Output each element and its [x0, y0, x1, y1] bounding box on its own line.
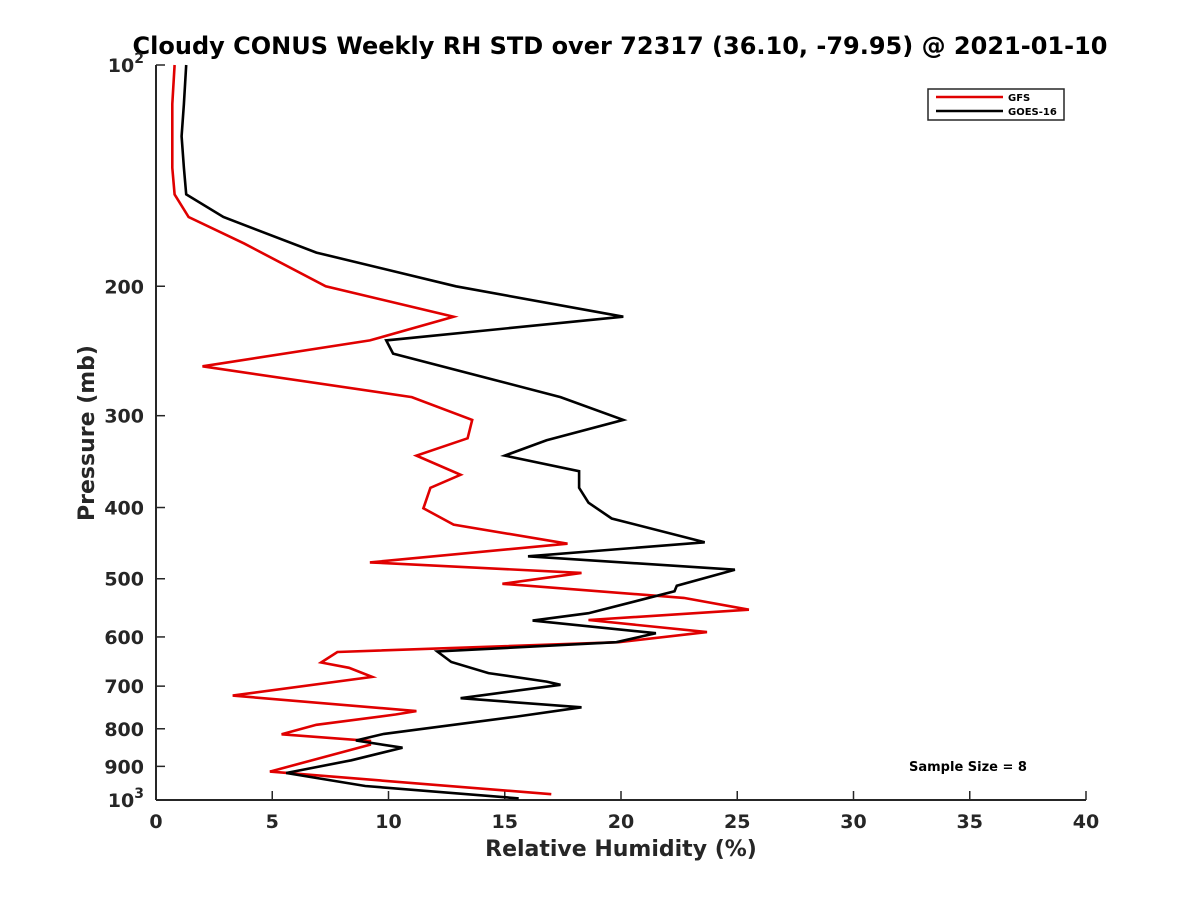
y-axis-label: Pressure (mb)	[75, 345, 100, 521]
series-line-gfs	[171, 64, 750, 796]
y-tick-label: 800	[104, 719, 144, 741]
y-tick-label: 300	[104, 406, 144, 428]
y-tick-base: 10	[108, 55, 134, 77]
plot-area	[155, 65, 1086, 801]
chart-title: Cloudy CONUS Weekly RH STD over 72317 (3…	[133, 32, 1108, 60]
y-tick-label: 200	[104, 276, 144, 298]
x-tick-label: 5	[266, 811, 279, 833]
y-tick-label: 400	[104, 498, 144, 520]
x-axis-ticks: 0 5 10 15 20 25 30 35 40	[149, 791, 1099, 833]
y-tick-label: 700	[104, 676, 144, 698]
y-tick-label: 102	[108, 51, 144, 77]
x-tick-label: 15	[492, 811, 518, 833]
y-tick-label: 900	[104, 756, 144, 778]
x-tick-label: 0	[149, 811, 162, 833]
x-tick-label: 35	[957, 811, 983, 833]
x-tick-label: 40	[1073, 811, 1099, 833]
y-tick-exponent: 3	[134, 786, 144, 802]
legend-box	[927, 88, 1065, 121]
series-layer	[171, 64, 750, 800]
y-tick-exponent: 2	[134, 51, 144, 67]
x-tick-label: 10	[375, 811, 401, 833]
x-axis-label: Relative Humidity (%)	[485, 837, 757, 862]
legend-label: GOES-16	[1008, 107, 1057, 118]
x-tick-label: 20	[608, 811, 634, 833]
sample-size-annotation: Sample Size = 8	[909, 760, 1027, 775]
y-tick-label: 600	[104, 627, 144, 649]
y-tick-base: 10	[108, 790, 134, 812]
series-line-goes-16	[180, 64, 736, 800]
legend: GFS GOES-16	[927, 88, 1065, 121]
y-tick-label: 500	[104, 569, 144, 591]
y-tick-label: 103	[108, 786, 144, 812]
x-tick-label: 30	[840, 811, 866, 833]
legend-label: GFS	[1008, 93, 1030, 104]
x-tick-label: 25	[724, 811, 750, 833]
